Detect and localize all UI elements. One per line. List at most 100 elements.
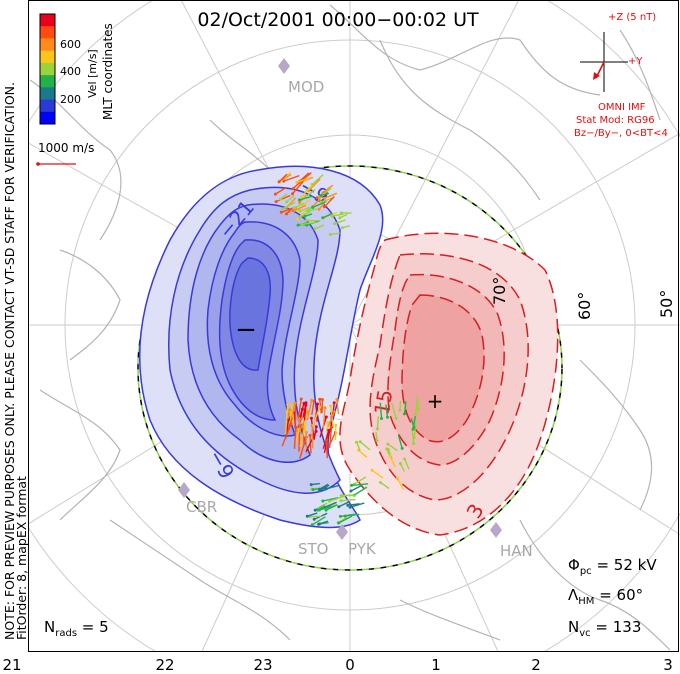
velocity-vector-origin bbox=[300, 222, 304, 226]
velocity-vector bbox=[275, 194, 291, 203]
map-title: 02/Oct/2001 00:00−00:02 UT bbox=[197, 9, 479, 31]
velocity-vector-origin bbox=[318, 489, 322, 493]
velocity-vector bbox=[318, 502, 328, 510]
site-label-pyk: PYK bbox=[348, 540, 377, 558]
velocity-vector-origin bbox=[288, 408, 292, 412]
velocity-vector bbox=[415, 399, 418, 414]
velocity-vector-origin bbox=[277, 180, 281, 184]
velocity-vector-origin bbox=[274, 200, 278, 204]
velocity-vector-origin bbox=[394, 416, 398, 420]
velocity-vector-origin bbox=[412, 442, 416, 446]
velocity-vector-origin bbox=[286, 418, 290, 422]
velocity-vector-origin bbox=[314, 425, 318, 429]
velocity-vector-origin bbox=[324, 508, 328, 512]
colorbar-tick-600: 600 bbox=[60, 38, 81, 51]
velocity-vector-origin bbox=[346, 503, 350, 507]
velocity-vector-origin bbox=[311, 488, 315, 492]
velocity-vector-origin bbox=[285, 200, 289, 204]
velocity-vector bbox=[294, 202, 305, 209]
mlt-tick-22: 22 bbox=[155, 656, 174, 674]
velocity-vector bbox=[330, 232, 341, 236]
colorbar-swatch bbox=[40, 75, 55, 88]
velocity-vector-origin bbox=[318, 405, 322, 409]
velocity-vector-origin bbox=[338, 514, 342, 518]
velocity-vector bbox=[318, 520, 329, 525]
velocity-vector bbox=[301, 221, 316, 226]
velocity-vector bbox=[347, 503, 360, 506]
mlt-tick-21: 21 bbox=[2, 656, 21, 674]
imf-clock bbox=[580, 32, 628, 92]
velocity-vector-origin bbox=[333, 410, 336, 414]
velocity-vector bbox=[387, 443, 398, 452]
velocity-vector-origin bbox=[320, 398, 324, 402]
velocity-vector-origin bbox=[339, 494, 343, 497]
velocity-vector-origin bbox=[311, 206, 315, 209]
latitude-label-70: 70° bbox=[490, 277, 509, 305]
velocity-vector-origin bbox=[337, 505, 341, 509]
colorbar-tick-200: 200 bbox=[60, 93, 81, 106]
velocity-vector bbox=[411, 428, 415, 444]
velocity-vector-origin bbox=[375, 439, 379, 443]
velocity-vector-origin bbox=[348, 505, 352, 509]
velocity-vector-origin bbox=[327, 499, 331, 503]
velocity-vector-origin bbox=[317, 207, 321, 211]
velocity-vector bbox=[397, 435, 403, 449]
velocity-vector bbox=[292, 181, 304, 195]
velocity-vector-origin bbox=[396, 476, 399, 480]
site-han-marker bbox=[490, 522, 502, 538]
velocity-vector-origin bbox=[375, 427, 379, 431]
velocity-vector bbox=[306, 400, 313, 421]
colorbar-swatch bbox=[40, 14, 55, 27]
latitude-label-50: 50° bbox=[657, 290, 676, 318]
velocity-vector-origin bbox=[324, 415, 328, 419]
velocity-vector-origin bbox=[324, 439, 328, 443]
velocity-vectors bbox=[273, 171, 420, 527]
velocity-vector bbox=[336, 399, 340, 415]
velocity-vector bbox=[298, 419, 302, 433]
velocity-vector-origin bbox=[297, 417, 301, 421]
velocity-vector-origin bbox=[312, 399, 316, 403]
velocity-vector bbox=[299, 210, 312, 218]
velocity-vector-origin bbox=[303, 214, 307, 218]
velocity-vector bbox=[290, 402, 296, 419]
stat-n-rads: Nrads = 5 bbox=[44, 618, 109, 639]
velocity-vector-origin bbox=[298, 201, 301, 205]
stat-n-vc: Nvc = 133 bbox=[568, 618, 641, 639]
velocity-vector-origin bbox=[295, 180, 299, 184]
velocity-vector bbox=[297, 398, 302, 420]
velocity-vector-origin bbox=[273, 192, 277, 196]
colorbar-swatch bbox=[40, 87, 55, 100]
velocity-vector bbox=[322, 213, 333, 219]
velocity-vector bbox=[353, 476, 367, 485]
velocity-vector bbox=[337, 516, 348, 524]
imf-y-label: +Y bbox=[628, 56, 643, 67]
velocity-vector-origin bbox=[321, 499, 325, 503]
velocity-vector bbox=[379, 402, 383, 419]
velocity-vector bbox=[371, 469, 384, 479]
velocity-vector-origin bbox=[310, 398, 314, 402]
velocity-vector bbox=[293, 427, 297, 449]
site-mod-marker bbox=[278, 58, 290, 74]
velocity-vector-origin bbox=[414, 412, 418, 416]
velocity-vector-origin bbox=[312, 517, 316, 521]
velocity-vector-origin bbox=[323, 205, 326, 209]
velocity-vector bbox=[299, 172, 310, 182]
velocity-vector bbox=[391, 403, 397, 419]
velocity-vector bbox=[319, 484, 330, 492]
velocity-scale-label: 1000 m/s bbox=[38, 141, 94, 155]
velocity-vector-origin bbox=[321, 216, 325, 220]
latitude-label-60: 60° bbox=[575, 292, 594, 320]
velocity-vector bbox=[312, 198, 321, 207]
mlt-axis: 21 22 23 0 1 2 3 bbox=[2, 656, 672, 674]
velocity-vector-origin bbox=[279, 197, 282, 201]
velocity-vector-origin bbox=[314, 429, 318, 433]
velocity-vector-origin bbox=[350, 483, 354, 487]
velocity-vector bbox=[413, 421, 417, 438]
velocity-vector-origin bbox=[355, 440, 359, 444]
velocity-vector bbox=[334, 219, 346, 225]
velocity-vector-origin bbox=[309, 416, 313, 420]
velocity-vector bbox=[416, 396, 419, 410]
velocity-vector-origin bbox=[286, 403, 290, 406]
velocity-vector-origin bbox=[335, 398, 339, 402]
velocity-vector bbox=[325, 440, 328, 459]
